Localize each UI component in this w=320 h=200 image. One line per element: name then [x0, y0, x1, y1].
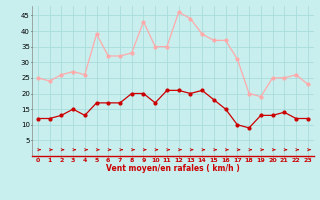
X-axis label: Vent moyen/en rafales ( km/h ): Vent moyen/en rafales ( km/h )	[106, 164, 240, 173]
